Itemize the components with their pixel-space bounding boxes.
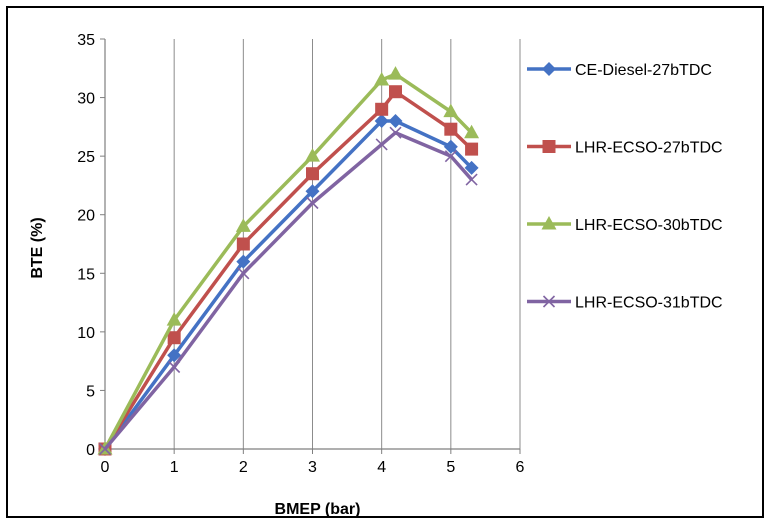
legend-entry: LHR-ECSO-27bTDC <box>527 140 723 157</box>
series-lhr-ecso-31btdc <box>98 126 478 456</box>
data-point <box>388 114 403 128</box>
data-point <box>375 102 389 116</box>
data-point <box>465 142 479 156</box>
data-point <box>389 126 402 139</box>
x-tick-label: 4 <box>377 459 386 476</box>
x-axis-title: BMEP (bar) <box>275 501 361 518</box>
y-tick-label: 20 <box>77 208 95 225</box>
data-point <box>388 66 403 80</box>
data-point <box>235 218 251 232</box>
y-tick-label: 15 <box>77 266 95 283</box>
data-point <box>374 72 390 86</box>
y-tick-label: 30 <box>77 91 95 108</box>
legend: CE-Diesel-27bTDC LHR-ECSO-27bTDC LHR-ECSO-… <box>527 62 723 312</box>
data-point <box>444 150 457 163</box>
data-point <box>465 173 478 186</box>
series <box>97 66 480 456</box>
axes: 0 5 10 15 20 25 30 35 0 1 2 3 4 5 6 <box>77 32 524 476</box>
data-point <box>236 254 251 269</box>
data-point <box>168 360 181 374</box>
series-lhr-ecso-30btdc <box>97 66 480 455</box>
legend-label: LHR-ECSO-27bTDC <box>575 140 723 157</box>
data-point <box>166 312 182 326</box>
data-point <box>389 85 402 99</box>
data-point <box>444 122 458 136</box>
grid <box>173 39 521 449</box>
x-tick-label: 5 <box>446 459 455 476</box>
legend-label: LHR-ECSO-30bTDC <box>575 217 723 234</box>
data-point <box>306 196 319 210</box>
data-point <box>305 148 320 162</box>
legend-entry: CE-Diesel-27bTDC <box>527 62 712 79</box>
legend-marker <box>542 140 556 153</box>
data-point <box>167 348 182 363</box>
legend-label: CE-Diesel-27bTDC <box>575 62 712 79</box>
x-tick-label: 0 <box>101 459 110 476</box>
x-tick-label: 1 <box>170 459 179 476</box>
x-tick-label: 6 <box>516 459 525 476</box>
y-tick-label: 5 <box>86 383 95 400</box>
y-tick-label: 10 <box>77 325 95 342</box>
data-point <box>237 267 250 280</box>
y-tick-label: 35 <box>77 32 95 49</box>
data-point <box>464 124 480 139</box>
x-tick-label: 3 <box>308 459 317 476</box>
data-point <box>167 331 181 345</box>
legend-marker <box>542 295 556 308</box>
series-line <box>103 89 473 450</box>
legend-entry: LHR-ECSO-31bTDC <box>527 295 723 312</box>
series-line <box>103 130 473 451</box>
y-tick-label: 0 <box>86 442 95 459</box>
series-ce-diesel-27btdc <box>98 114 479 456</box>
legend-label: LHR-ECSO-31bTDC <box>575 295 723 312</box>
x-tick-label: 2 <box>239 459 248 476</box>
data-point <box>375 138 388 151</box>
series-line <box>103 119 473 451</box>
data-point <box>98 442 112 456</box>
data-point <box>443 103 459 118</box>
y-tick-label: 25 <box>77 149 95 166</box>
legend-entry: LHR-ECSO-30bTDC <box>527 216 723 234</box>
data-point <box>374 114 389 128</box>
y-axis-title: BTE (%) <box>29 217 46 278</box>
data-point <box>306 167 319 181</box>
chart-frame <box>6 6 764 518</box>
data-point <box>236 237 250 251</box>
series-lhr-ecso-27btdc <box>98 85 479 456</box>
legend-marker <box>542 62 556 76</box>
legend-marker <box>541 216 557 230</box>
data-point <box>464 160 479 175</box>
data-point <box>443 139 458 154</box>
series-line <box>103 72 473 450</box>
data-point <box>305 184 320 199</box>
